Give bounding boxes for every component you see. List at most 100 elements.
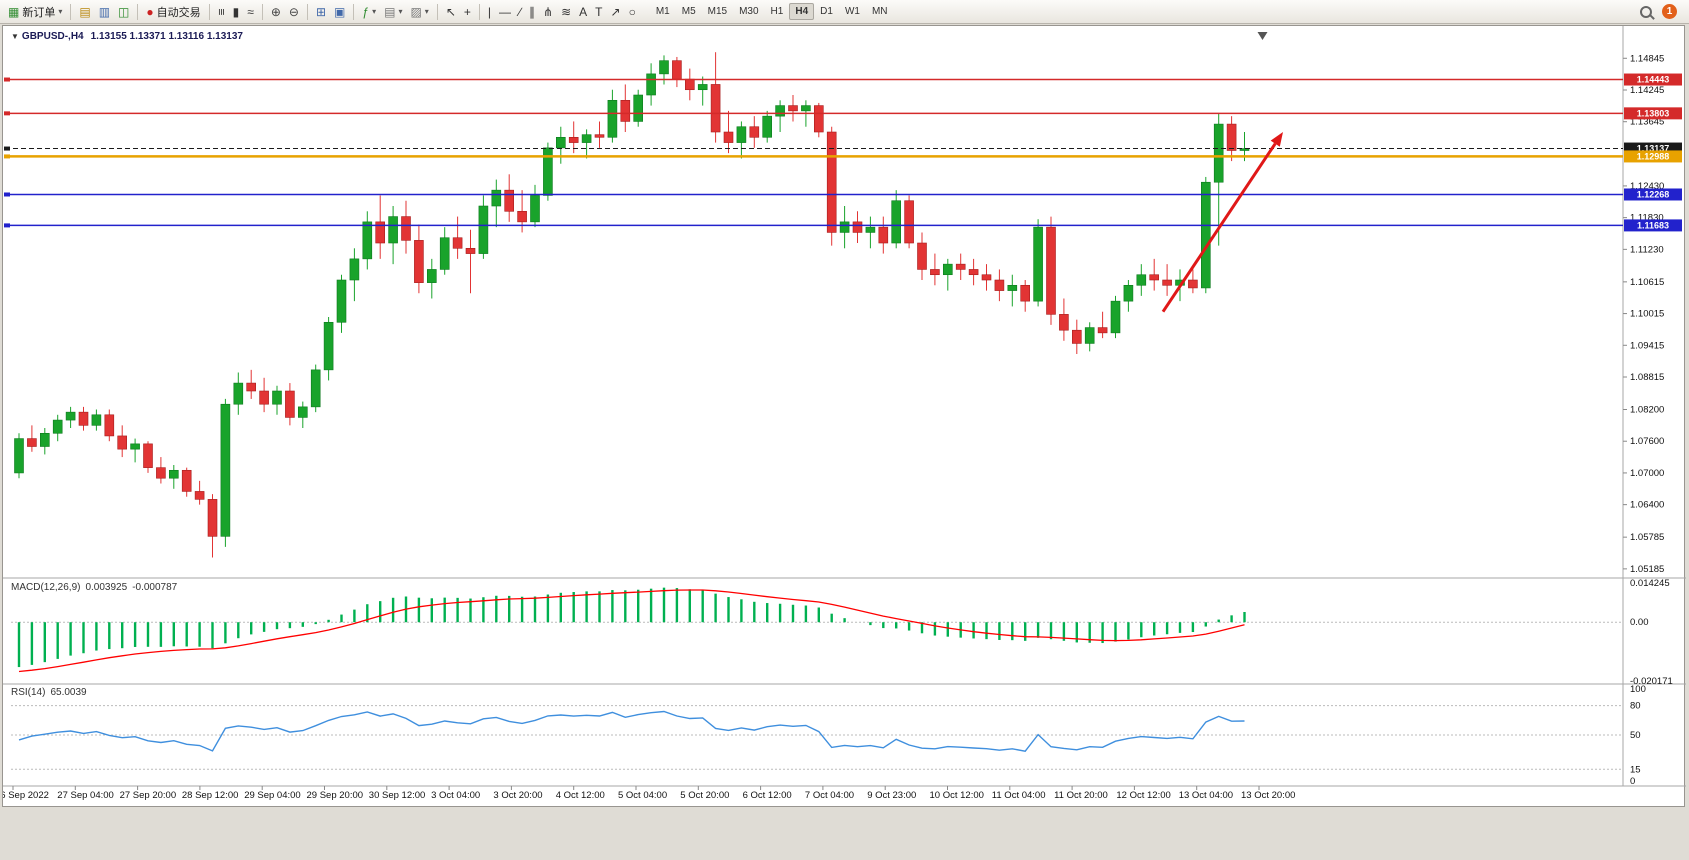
candle: [530, 195, 540, 223]
timeframe-d1[interactable]: D1: [820, 6, 833, 17]
time-axis-label: 27 Sep 04:00: [57, 790, 114, 801]
candle: [1239, 148, 1250, 151]
price-level-badge-label: 1.12268: [1637, 189, 1670, 199]
zoom-out-button[interactable]: ⊖: [285, 5, 303, 19]
candle: [117, 435, 127, 450]
horizontal-line-icon: —: [499, 4, 512, 19]
cursor-tool-button[interactable]: ↖: [442, 5, 460, 19]
crosshair-tool-button[interactable]: +: [460, 5, 475, 19]
shapes-tool[interactable]: ○: [625, 5, 640, 19]
indicators-button[interactable]: ƒ ▾: [358, 5, 380, 19]
time-axis-label: 10 Oct 12:00: [930, 790, 984, 801]
candle: [968, 269, 979, 276]
macd-axis-label: -0.020171: [1630, 676, 1673, 687]
periods-icon: ▤: [384, 4, 396, 19]
rsi-axis-label: 50: [1630, 730, 1641, 741]
timeframe-h1[interactable]: H1: [770, 6, 784, 17]
candle: [865, 226, 876, 233]
pitchfork-tool[interactable]: ⋔: [539, 5, 557, 19]
price-axis-label: 1.05185: [1630, 564, 1664, 575]
text-tool[interactable]: A: [575, 5, 591, 19]
trend-arrow-annotation[interactable]: [1161, 142, 1277, 313]
horizontal-line-tool[interactable]: —: [495, 5, 515, 19]
candle: [194, 491, 205, 500]
candle: [543, 147, 553, 196]
profiles-button[interactable]: ▤: [75, 5, 94, 19]
candlestick-chart-button[interactable]: ▮: [229, 5, 244, 19]
candle: [1213, 123, 1224, 183]
tile-windows-button[interactable]: ⊞: [312, 5, 330, 19]
autotrade-button[interactable]: ● 自动交易: [142, 3, 204, 21]
candle: [156, 467, 166, 479]
chart-symbol-label: ▼ GBPUSD-,H4 1.13155 1.13371 1.13116 1.131…: [11, 31, 243, 42]
candle: [388, 216, 398, 244]
toolbar-separator: [137, 3, 139, 20]
candle: [207, 499, 218, 537]
vertical-line-tool[interactable]: |: [484, 5, 495, 19]
indicators-icon: ƒ: [362, 4, 370, 19]
price-axis-label: 1.07000: [1630, 468, 1664, 479]
timeframe-m1[interactable]: M1: [655, 6, 670, 17]
candle: [220, 403, 231, 537]
candle: [594, 134, 605, 138]
trend-arrow-head[interactable]: [1270, 132, 1283, 147]
trendline-tool[interactable]: ∕: [515, 5, 525, 19]
timeframe-h4[interactable]: H4: [789, 3, 815, 20]
candle: [839, 221, 850, 233]
candle: [336, 279, 347, 323]
rsi-axis-label: 0: [1630, 776, 1635, 787]
timeframe-m5[interactable]: M5: [681, 6, 696, 17]
candle: [1097, 327, 1108, 334]
new-order-button[interactable]: ▦ 新订单 ▾: [4, 3, 66, 21]
line-left-marker: [4, 223, 10, 228]
zoom-in-button[interactable]: ⊕: [267, 5, 285, 19]
dropdown-arrow-icon: ▾: [424, 7, 429, 16]
collapse-icon[interactable]: ▼: [11, 32, 19, 41]
timeframe-mn[interactable]: MN: [871, 6, 888, 17]
toolbar-separator: [478, 3, 480, 20]
candle: [994, 279, 1005, 291]
charts-cascade-button[interactable]: ▥: [95, 5, 114, 19]
time-axis-label: 9 Oct 23:00: [867, 790, 916, 801]
arrow-tool[interactable]: ↗: [607, 5, 625, 19]
line-chart-icon: ≈: [247, 4, 254, 19]
price-axis-label: 1.09415: [1630, 340, 1664, 351]
label-tool[interactable]: T: [591, 5, 606, 19]
notification-badge[interactable]: 1: [1662, 4, 1677, 19]
toolbar-separator: [70, 3, 72, 20]
price-level-badge: [1624, 107, 1682, 120]
timeframe-m15[interactable]: M15: [707, 6, 728, 17]
candle: [633, 94, 644, 122]
time-axis-label: 30 Sep 12:00: [369, 790, 426, 801]
chart-canvas[interactable]: 1.14845 1.14245 1.13645 1.12430 1.11830 1.112…: [3, 26, 1686, 806]
periods-button[interactable]: ▤ ▾: [380, 5, 406, 19]
candle: [749, 126, 760, 138]
candle: [620, 99, 631, 122]
toolbar-right: 1: [1640, 4, 1685, 19]
candle: [130, 443, 140, 450]
price-level-badge: [1624, 188, 1682, 201]
timeframe-bar: M1 M5 M15 M30 H1 H4 D1 W1 MN: [650, 3, 894, 20]
chart-shift-marker-icon[interactable]: [1257, 32, 1268, 40]
fibonacci-tool[interactable]: ≋: [557, 5, 575, 19]
timeframe-w1[interactable]: W1: [844, 6, 860, 17]
candle: [1072, 329, 1082, 344]
candle: [1084, 327, 1095, 344]
macd-signal-value: -0.000787: [132, 582, 178, 593]
candle: [1007, 284, 1018, 291]
toolbar-groups: ▦ 新订单 ▾ ▤ ▥ ◫ ● 自动交易 ≡ ▮ ≈ ⊕ ⊖ ⊞ ▣ ƒ ▾ ▤ ▾ ▨ ▾ ↖ + | — ∕ ∥ ⋔ ≋ A T ↗ ○: [4, 3, 640, 21]
bar-chart-button[interactable]: ≡: [214, 5, 229, 19]
price-axis-label: 1.07600: [1630, 436, 1664, 447]
templates-button[interactable]: ▨ ▾: [406, 5, 432, 19]
price-level-badge-label: 1.11683: [1637, 220, 1669, 230]
timeframe-m30[interactable]: M30: [739, 6, 759, 17]
arrange-windows-button[interactable]: ▣: [330, 5, 349, 19]
data-window-button[interactable]: ◫: [114, 5, 133, 19]
line-chart-button[interactable]: ≈: [243, 5, 258, 19]
search-icon[interactable]: [1640, 5, 1652, 18]
autotrade-icon: ●: [146, 4, 154, 19]
channel-tool[interactable]: ∥: [525, 5, 539, 19]
candle: [52, 419, 63, 434]
time-axis-label: 11 Oct 04:00: [992, 790, 1046, 801]
candle: [14, 438, 24, 474]
